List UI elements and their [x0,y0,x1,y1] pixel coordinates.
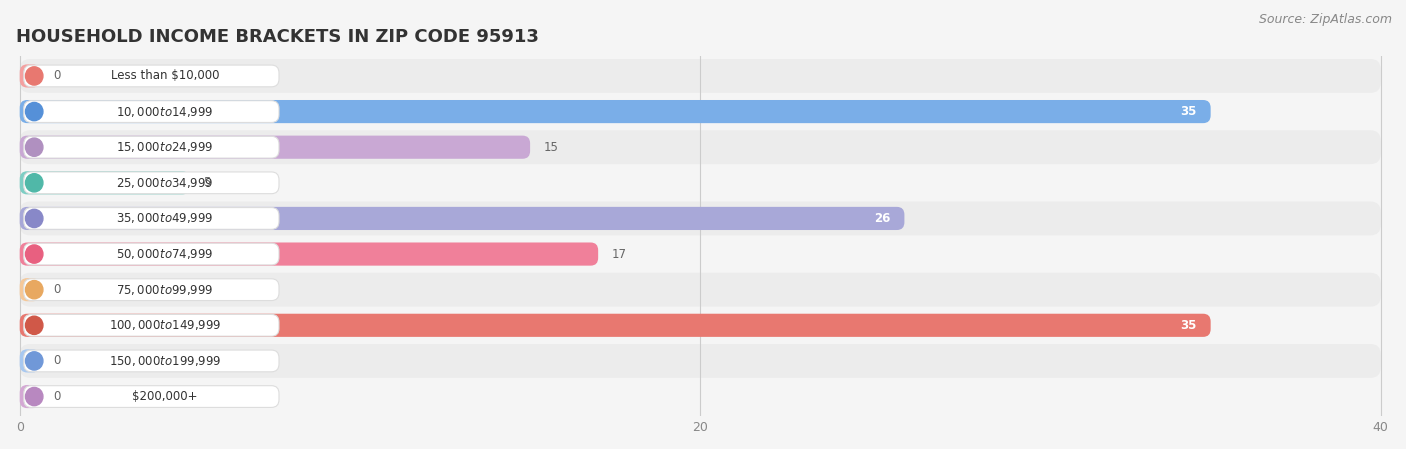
FancyBboxPatch shape [20,278,41,301]
FancyBboxPatch shape [20,314,1211,337]
Text: $50,000 to $74,999: $50,000 to $74,999 [117,247,214,261]
FancyBboxPatch shape [20,273,1381,307]
FancyBboxPatch shape [20,136,530,159]
Text: 0: 0 [53,390,60,403]
Text: 0: 0 [53,354,60,367]
Circle shape [25,281,44,299]
Text: 15: 15 [544,141,558,154]
FancyBboxPatch shape [24,386,278,407]
Text: Source: ZipAtlas.com: Source: ZipAtlas.com [1258,13,1392,26]
Text: 5: 5 [204,176,211,189]
FancyBboxPatch shape [20,385,41,408]
Text: HOUSEHOLD INCOME BRACKETS IN ZIP CODE 95913: HOUSEHOLD INCOME BRACKETS IN ZIP CODE 95… [17,28,538,46]
FancyBboxPatch shape [20,171,190,194]
FancyBboxPatch shape [20,64,41,88]
FancyBboxPatch shape [20,100,1211,123]
FancyBboxPatch shape [24,279,278,300]
Text: $35,000 to $49,999: $35,000 to $49,999 [117,211,214,225]
Text: $150,000 to $199,999: $150,000 to $199,999 [110,354,221,368]
FancyBboxPatch shape [24,314,278,336]
FancyBboxPatch shape [24,350,278,372]
FancyBboxPatch shape [20,379,1381,414]
Text: 0: 0 [53,70,60,83]
Circle shape [25,138,44,156]
FancyBboxPatch shape [24,172,278,194]
Circle shape [25,387,44,406]
FancyBboxPatch shape [20,242,598,266]
FancyBboxPatch shape [24,101,278,123]
Text: 35: 35 [1181,105,1197,118]
Text: 17: 17 [612,247,627,260]
Circle shape [25,67,44,85]
Circle shape [25,209,44,228]
Text: Less than $10,000: Less than $10,000 [111,70,219,83]
Circle shape [25,245,44,263]
FancyBboxPatch shape [20,237,1381,271]
FancyBboxPatch shape [24,207,278,229]
Circle shape [25,174,44,192]
Text: $200,000+: $200,000+ [132,390,198,403]
FancyBboxPatch shape [20,308,1381,342]
FancyBboxPatch shape [20,207,904,230]
FancyBboxPatch shape [20,59,1381,93]
FancyBboxPatch shape [24,65,278,87]
Text: $100,000 to $149,999: $100,000 to $149,999 [110,318,221,332]
FancyBboxPatch shape [24,243,278,265]
Text: $15,000 to $24,999: $15,000 to $24,999 [117,140,214,154]
Circle shape [25,352,44,370]
Text: 35: 35 [1181,319,1197,332]
Text: $10,000 to $14,999: $10,000 to $14,999 [117,105,214,119]
FancyBboxPatch shape [24,136,278,158]
Text: 26: 26 [875,212,891,225]
FancyBboxPatch shape [20,202,1381,235]
FancyBboxPatch shape [20,344,1381,378]
FancyBboxPatch shape [20,130,1381,164]
Text: $75,000 to $99,999: $75,000 to $99,999 [117,283,214,297]
FancyBboxPatch shape [20,349,41,373]
Text: 0: 0 [53,283,60,296]
Text: $25,000 to $34,999: $25,000 to $34,999 [117,176,214,190]
FancyBboxPatch shape [20,166,1381,200]
Circle shape [25,316,44,335]
FancyBboxPatch shape [20,95,1381,128]
Circle shape [25,102,44,121]
